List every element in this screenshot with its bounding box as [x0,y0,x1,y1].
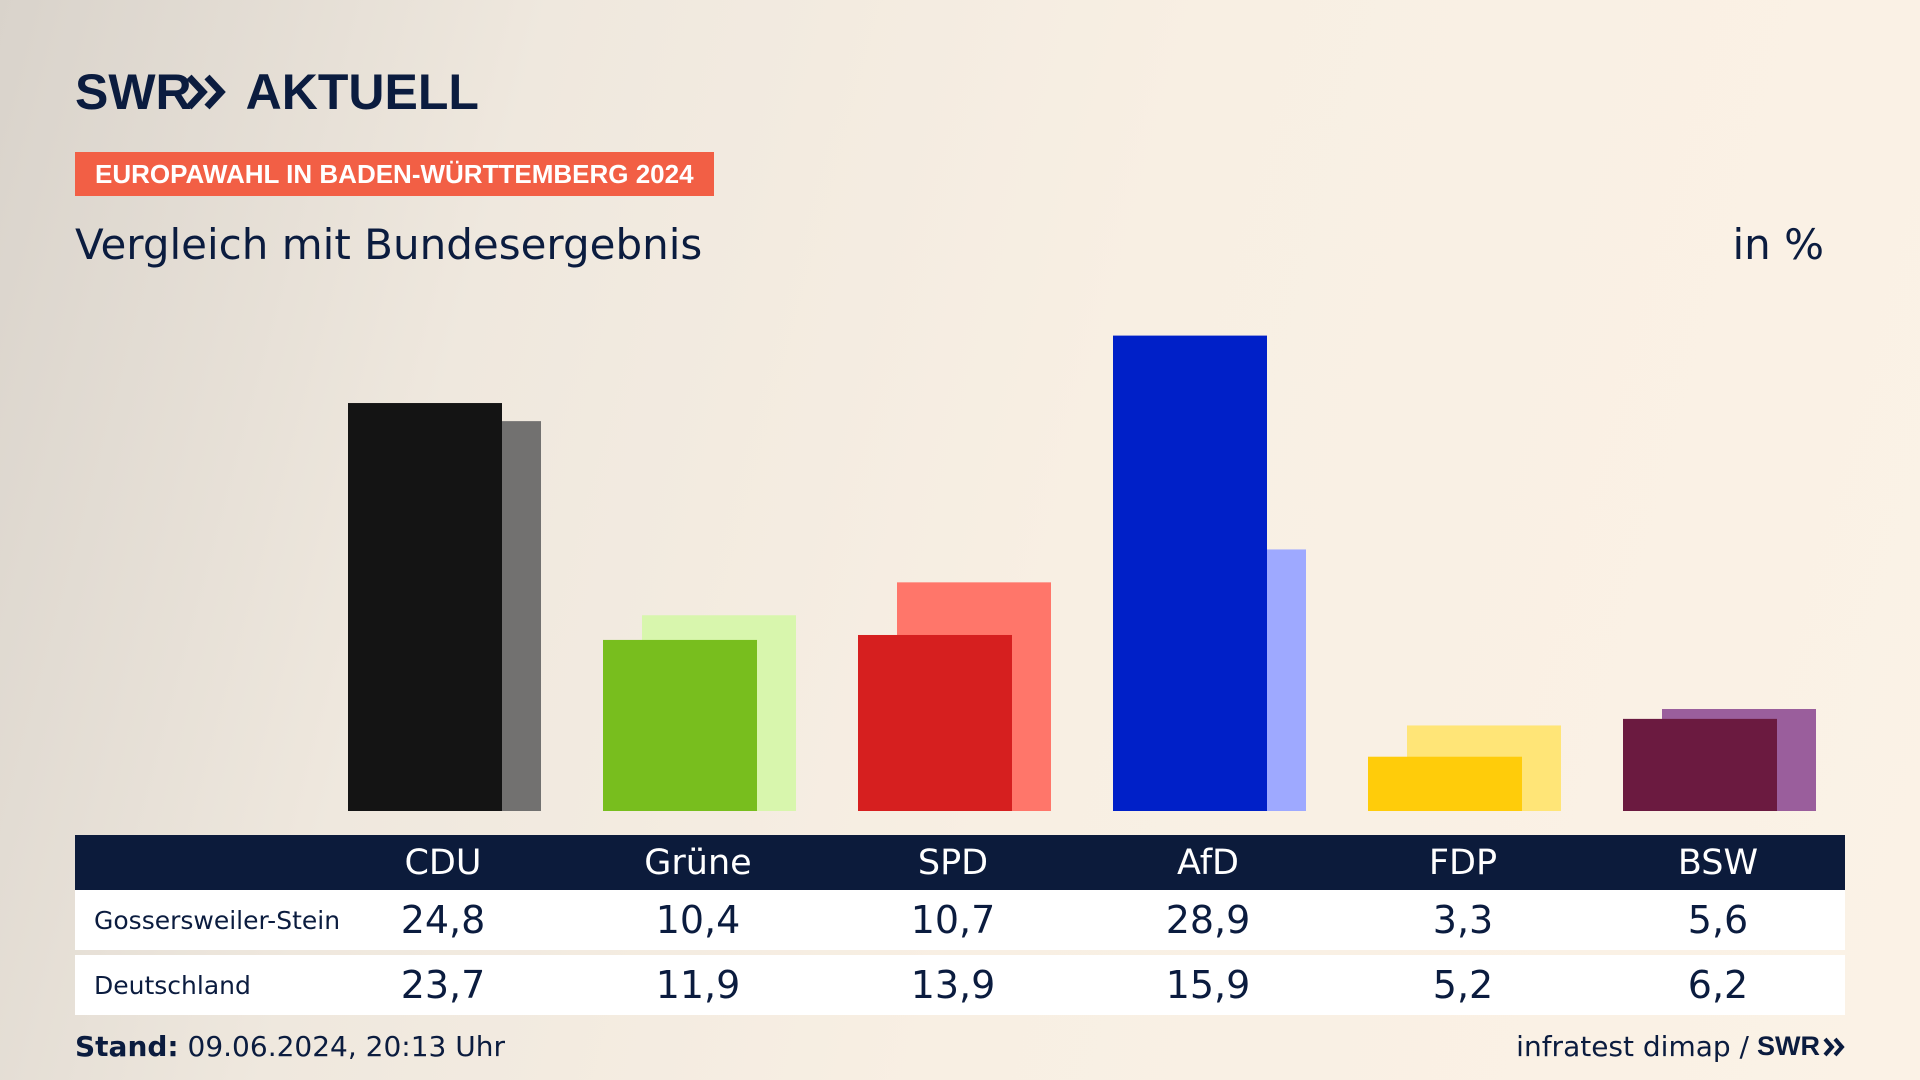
chart-subtitle: Vergleich mit Bundesergebnis [75,220,703,269]
double-chevron-icon [1823,1037,1845,1056]
value-cell-bsw: 6,2 [1687,963,1749,1007]
swr-aktuell-logo: SWR AKTUELL [75,64,479,120]
source-text: infratest dimap / [1516,1030,1749,1063]
row-label: Gossersweiler-Stein [94,905,341,935]
column-header-cdu: CDU [404,842,482,883]
value-cell-fdp: 5,2 [1432,963,1494,1007]
bar-gossersweiler-stein-spd [858,634,1012,811]
row-label: Deutschland [94,970,251,1000]
column-header-grüne: Grüne [644,842,752,883]
bar-gossersweiler-stein-grüne [603,639,757,811]
value-cell-cdu: 24,8 [400,898,486,942]
unit-label: in % [1732,220,1824,269]
table-header: CDU Grüne SPD AfD FDP BSW [75,835,1845,890]
bar-gossersweiler-stein-afd [1113,335,1267,811]
election-badge: EUROPAWAHL IN BADEN-WÜRTTEMBERG 2024 [75,152,714,196]
value-cell-grüne: 10,4 [655,898,741,942]
column-header-bsw: BSW [1677,842,1759,883]
bar-gossersweiler-stein-bsw [1623,718,1777,811]
value-cell-spd: 13,9 [910,963,996,1007]
logo-brand: SWR [75,64,192,120]
column-header-fdp: FDP [1428,842,1498,883]
value-cell-fdp: 3,3 [1432,898,1494,942]
source-brand-logo: SWR [1757,1031,1845,1062]
source-credit: infratest dimap / SWR [1516,1030,1845,1063]
value-cell-bsw: 5,6 [1687,898,1749,942]
value-cell-afd: 15,9 [1165,963,1251,1007]
results-table: CDU Grüne SPD AfD FDP BSW Gossersweiler-Stein… [75,835,1845,1015]
value-cell-cdu: 23,7 [400,963,486,1007]
double-chevron-icon [186,74,226,110]
value-cell-afd: 28,9 [1165,898,1251,942]
timestamp: Stand: 09.06.2024, 20:13 Uhr [75,1030,505,1063]
stand-value: 09.06.2024, 20:13 Uhr [187,1030,505,1063]
source-brand: SWR [1757,1031,1820,1061]
column-header-afd: AfD [1177,842,1239,883]
logo-title: AKTUELL [245,64,479,120]
value-cell-grüne: 11,9 [655,963,741,1007]
bar-gossersweiler-stein-fdp [1368,756,1522,811]
value-cell-spd: 10,7 [910,898,996,942]
bar-gossersweiler-stein-cdu [348,403,502,811]
table-row: Deutschland 23,7 11,9 13,9 15,9 5,2 6,2 [75,955,1845,1015]
stand-label: Stand: [75,1030,179,1063]
table-row: Gossersweiler-Stein 24,8 10,4 10,7 28,9 3,3 5,… [75,890,1845,950]
column-header-spd: SPD [917,842,989,883]
